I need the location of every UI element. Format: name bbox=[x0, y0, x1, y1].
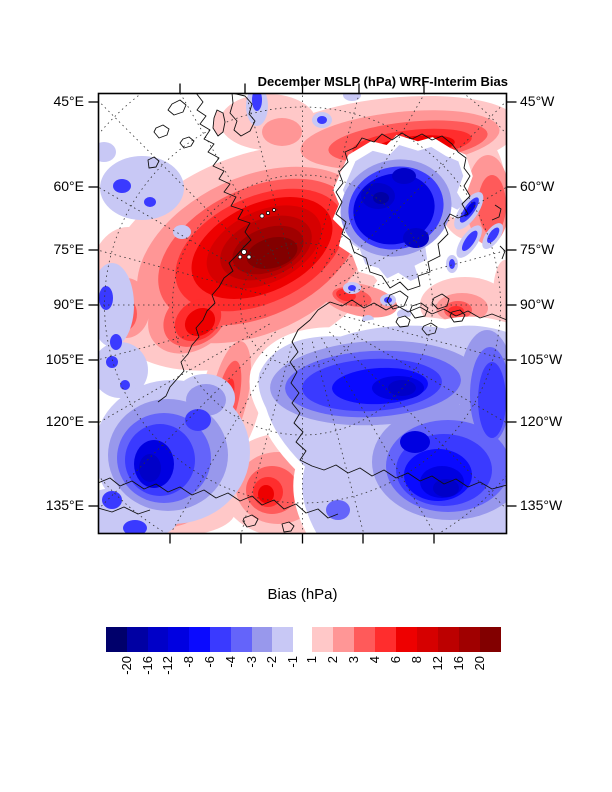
axis-label-right-6: 135°W bbox=[520, 497, 563, 513]
colorbar-cell bbox=[417, 627, 438, 652]
colorbar-tick-label-pos6: 12 bbox=[430, 656, 445, 671]
colorbar-tick-label-neg3: -8 bbox=[181, 656, 197, 668]
axis-label-right-2: 75°W bbox=[520, 241, 555, 257]
colorbar-tick-label-neg4: -6 bbox=[202, 656, 217, 668]
axis-label-left-2: 75°E bbox=[53, 241, 84, 257]
colorbar-cell bbox=[168, 627, 190, 652]
colorbar-cell bbox=[126, 627, 148, 652]
colorbar-tick-label-pos7: 16 bbox=[451, 656, 466, 671]
colorbar-negative-cells bbox=[106, 627, 294, 652]
colorbar-cell bbox=[480, 627, 501, 652]
colorbar-tick-label-neg8: -1 bbox=[285, 656, 301, 668]
colorbar-cell bbox=[251, 627, 273, 652]
axis-label-right-3: 90°W bbox=[520, 296, 555, 312]
colorbar-positive-cells bbox=[312, 627, 501, 652]
colorbar-tick-label-neg0: -20 bbox=[118, 656, 134, 675]
colorbar-cell bbox=[312, 627, 333, 652]
colorbar-tick-label-neg5: -4 bbox=[222, 656, 238, 668]
axis-label-right-0: 45°W bbox=[520, 93, 555, 109]
colorbar-cell bbox=[189, 627, 210, 652]
colorbar-cell bbox=[209, 627, 231, 652]
axis-label-left-0: 45°E bbox=[53, 93, 84, 109]
colorbar-cell bbox=[438, 627, 459, 652]
axis-label-left-5: 120°E bbox=[45, 413, 84, 429]
colorbar-cell bbox=[333, 627, 354, 652]
colorbar-tick-label-neg7: -2 bbox=[264, 656, 280, 668]
axis-label-left-6: 135°E bbox=[45, 497, 84, 513]
colorbar-cell bbox=[230, 627, 252, 652]
colorbar-cell bbox=[272, 627, 294, 652]
colorbar-cell bbox=[459, 627, 480, 652]
axis-label-left-4: 105°E bbox=[45, 351, 84, 367]
plot-title: December MSLP (hPa) WRF-Interim Bias bbox=[257, 74, 508, 89]
colorbar-tick-label-pos3: 4 bbox=[367, 656, 382, 664]
colorbar-cell bbox=[106, 627, 127, 652]
colorbar-tick-label-pos4: 6 bbox=[388, 656, 403, 664]
colorbar-tick-label-neg6: -3 bbox=[243, 656, 259, 668]
colorbar-tick-label-pos5: 8 bbox=[409, 656, 424, 664]
axis-label-left-1: 60°E bbox=[53, 178, 84, 194]
colorbar-cell bbox=[147, 627, 169, 652]
axis-tick-marks bbox=[88, 83, 517, 544]
graticule-dashed-lines bbox=[98, 93, 507, 534]
colorbar-tick-label-pos2: 3 bbox=[346, 656, 361, 664]
colorbar-cell bbox=[396, 627, 417, 652]
colorbar-title: Bias (hPa) bbox=[267, 586, 338, 603]
colorbar-tick-label-pos1: 2 bbox=[325, 656, 340, 664]
bias-field-blobs bbox=[98, 93, 507, 534]
axis-label-left-3: 90°E bbox=[53, 296, 84, 312]
colorbar-cell bbox=[375, 627, 396, 652]
coastlines bbox=[98, 93, 507, 533]
colorbar-tick-label-neg2: -12 bbox=[160, 656, 176, 675]
colorbar-cell bbox=[354, 627, 375, 652]
colorbar-tick-label-neg1: -16 bbox=[139, 656, 155, 675]
axis-label-right-5: 120°W bbox=[520, 413, 563, 429]
axis-label-right-4: 105°W bbox=[520, 351, 563, 367]
axis-label-right-1: 60°W bbox=[520, 178, 555, 194]
colorbar-tick-label-pos8: 20 bbox=[472, 656, 487, 671]
colorbar-tick-label-pos0: 1 bbox=[304, 656, 319, 664]
